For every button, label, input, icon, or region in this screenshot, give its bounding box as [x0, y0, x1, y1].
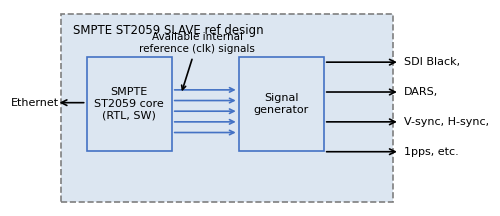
- FancyBboxPatch shape: [62, 14, 393, 202]
- Text: Ethernet: Ethernet: [10, 98, 58, 108]
- Text: 1pps, etc.: 1pps, etc.: [404, 147, 459, 157]
- Text: SDI Black,: SDI Black,: [404, 57, 460, 67]
- Text: V-sync, H-sync,: V-sync, H-sync,: [404, 117, 490, 127]
- Text: SMPTE
ST2059 core
(RTL, SW): SMPTE ST2059 core (RTL, SW): [94, 87, 164, 120]
- Text: SMPTE ST2059 SLAVE ref design: SMPTE ST2059 SLAVE ref design: [73, 24, 264, 37]
- FancyBboxPatch shape: [238, 57, 324, 151]
- Text: Available internal
reference (clk) signals: Available internal reference (clk) signa…: [139, 32, 255, 90]
- Text: DARS,: DARS,: [404, 87, 438, 97]
- FancyBboxPatch shape: [86, 57, 172, 151]
- Text: Signal
generator: Signal generator: [254, 93, 309, 114]
